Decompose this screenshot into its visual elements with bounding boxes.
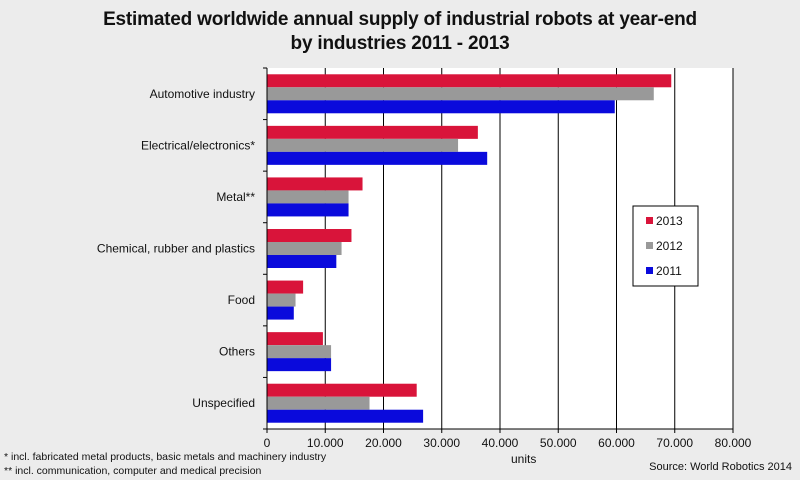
source-note: Source: World Robotics 2014	[649, 461, 792, 473]
chart-title-line-2: by industries 2011 - 2013	[290, 33, 510, 54]
category-label: Metal**	[216, 190, 255, 204]
bar-2013-0	[267, 74, 672, 88]
legend-swatch-2012	[646, 242, 653, 249]
legend-label-2012: 2012	[656, 239, 683, 253]
legend-label-2011: 2011	[656, 264, 682, 278]
bar-2012-2	[267, 190, 349, 204]
chart-title: Estimated worldwide annual supply of ind…	[0, 8, 800, 56]
x-tick-label: 30.000	[423, 436, 460, 450]
x-tick-label: 70.000	[656, 436, 693, 450]
category-label: Food	[228, 293, 255, 307]
bar-2012-3	[267, 242, 342, 255]
bar-2012-0	[267, 87, 654, 101]
bar-2013-6	[267, 383, 417, 397]
category-label: Automotive industry	[150, 87, 255, 101]
legend-swatch-2013	[646, 217, 653, 224]
bar-2011-2	[267, 203, 349, 217]
bar-2013-1	[267, 125, 478, 139]
bar-2011-0	[267, 100, 615, 114]
bar-2012-1	[267, 138, 459, 152]
bar-2011-3	[267, 255, 337, 268]
category-label: Electrical/electronics*	[141, 138, 255, 152]
x-tick-label: 60.000	[598, 436, 635, 450]
x-tick-label: 0	[264, 436, 271, 450]
legend-swatch-2011	[646, 267, 653, 274]
bar-2013-5	[267, 332, 323, 346]
x-tick-label: 10.000	[307, 436, 344, 450]
category-label: Chemical, rubber and plastics	[97, 242, 255, 256]
footnote-1: * incl. fabricated metal products, basic…	[4, 451, 327, 463]
bar-2011-6	[267, 409, 424, 423]
category-label: Others	[219, 345, 255, 359]
bar-2011-4	[267, 306, 294, 320]
bar-2011-1	[267, 151, 488, 165]
bar-2013-3	[267, 229, 352, 242]
category-label: Unspecified	[192, 396, 255, 410]
x-tick-label: 40.000	[482, 436, 519, 450]
bar-2012-6	[267, 396, 370, 410]
chart-title-line-1: Estimated worldwide annual supply of ind…	[103, 9, 697, 30]
bar-2013-2	[267, 177, 363, 191]
bar-2012-4	[267, 293, 296, 307]
x-tick-label: 50.000	[540, 436, 577, 450]
footnote-2: ** incl. communication, computer and med…	[4, 465, 262, 477]
bar-2013-4	[267, 280, 304, 294]
x-tick-label: 80.000	[715, 436, 752, 450]
legend	[632, 205, 699, 287]
bar-2012-5	[267, 345, 332, 359]
bar-2011-5	[267, 358, 332, 372]
x-tick-label: 20.000	[365, 436, 402, 450]
legend-label-2013: 2013	[656, 214, 683, 228]
x-axis-title: units	[511, 452, 537, 466]
